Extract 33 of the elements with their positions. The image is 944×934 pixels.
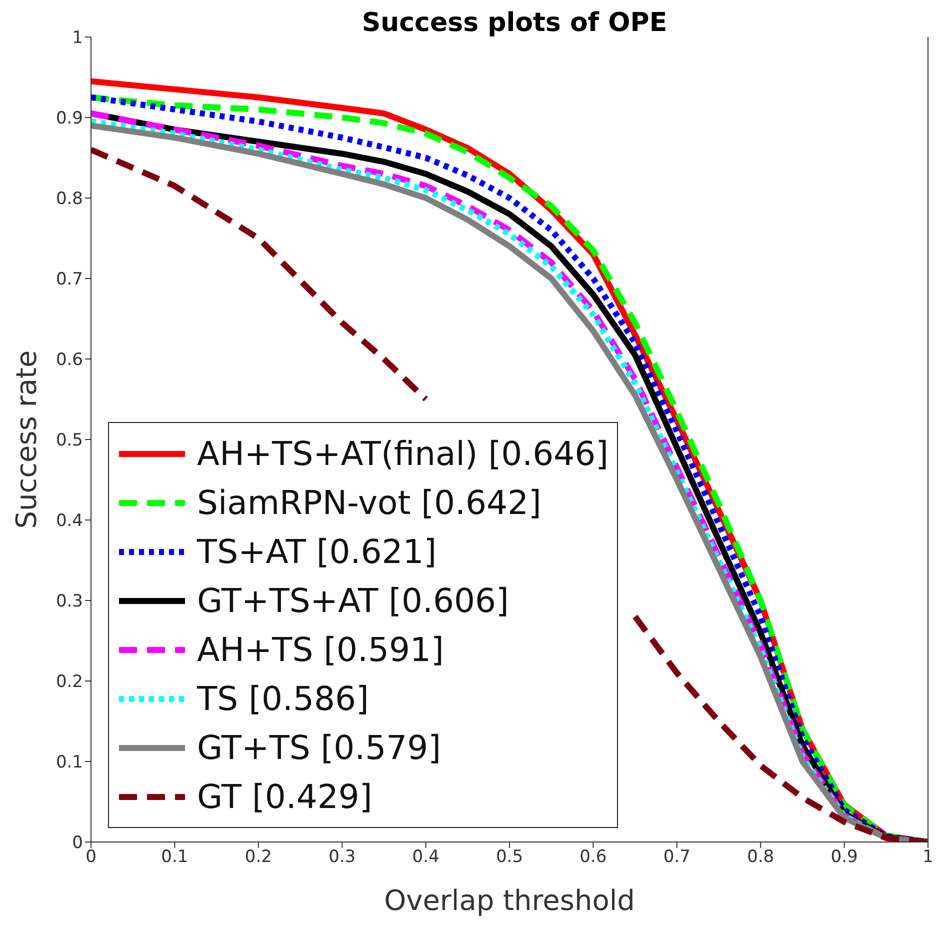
legend-label: GT [0.429] xyxy=(197,777,372,816)
legend-label: GT+TS+AT [0.606] xyxy=(197,581,509,620)
x-tick-label: 0.9 xyxy=(830,847,858,868)
y-tick-label: 0.1 xyxy=(56,752,83,773)
x-axis-title: Overlap threshold xyxy=(384,884,635,917)
x-tick-label: 0.4 xyxy=(412,847,440,868)
x-tick-label: 0.6 xyxy=(580,847,607,868)
y-tick-label: 0.5 xyxy=(56,430,83,451)
y-tick-label: 0.2 xyxy=(56,672,83,692)
legend-label: SiamRPN-vot [0.642] xyxy=(197,483,542,522)
x-tick-label: 0 xyxy=(86,847,96,868)
y-axis-title: Success rate xyxy=(10,350,43,529)
x-tick-label: 0.2 xyxy=(244,847,272,868)
legend-label: TS+AT [0.621] xyxy=(197,532,437,571)
y-tick-label: 1 xyxy=(72,28,83,48)
chart-title: Success plots of OPE xyxy=(360,8,668,38)
y-tick-label: 0.4 xyxy=(56,511,83,532)
x-tick-label: 0.7 xyxy=(663,847,690,868)
x-tick-label: 0.1 xyxy=(161,847,188,868)
y-tick-label: 0.8 xyxy=(56,189,83,210)
y-tick-label: 0.6 xyxy=(56,350,83,370)
x-tick-label: 0.3 xyxy=(328,847,356,868)
legend-label: GT+TS [0.579] xyxy=(197,728,442,767)
legend-label: TS [0.586] xyxy=(197,679,369,718)
legend-label: AH+TS+AT(final) [0.646] xyxy=(197,434,609,473)
x-tick-label: 0.5 xyxy=(496,847,524,868)
y-tick-label: 0.9 xyxy=(56,108,83,129)
x-tick-label: 1 xyxy=(922,847,934,868)
y-tick-label: 0 xyxy=(72,833,83,854)
x-tick-label: 0.8 xyxy=(747,847,774,868)
legend-label: AH+TS [0.591] xyxy=(197,630,444,669)
y-tick-label: 0.3 xyxy=(56,592,83,612)
y-tick-label: 0.7 xyxy=(56,270,83,290)
